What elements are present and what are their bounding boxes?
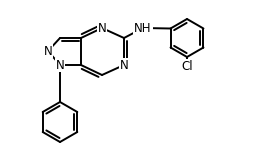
Text: N: N [56,58,64,71]
Text: N: N [98,22,106,34]
Text: N: N [44,44,52,57]
Text: N: N [120,58,128,71]
Text: Cl: Cl [181,60,193,72]
Text: NH: NH [134,22,152,34]
